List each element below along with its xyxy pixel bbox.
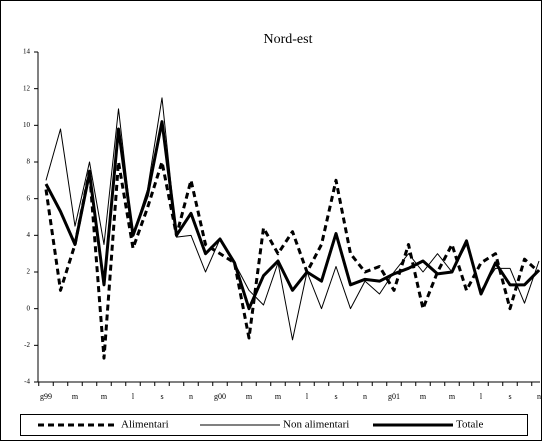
x-tick-label: m <box>449 392 456 401</box>
x-tick-label: g01 <box>388 392 400 401</box>
y-tick-label: 12 <box>23 84 31 92</box>
y-tick-label: 14 <box>23 48 31 56</box>
x-tick-label: m <box>101 392 108 401</box>
y-tick-label: -2 <box>24 341 30 349</box>
x-tick-label: l <box>480 392 483 401</box>
x-tick-label: s <box>334 392 337 401</box>
x-tick-label: m <box>420 392 427 401</box>
x-tick-label: m <box>275 392 282 401</box>
x-tick-label: g00 <box>214 392 226 401</box>
x-tick-label: g99 <box>40 392 52 401</box>
legend-label: Non alimentari <box>283 419 349 431</box>
y-tick-label: 10 <box>23 121 31 129</box>
y-tick-label: 4 <box>27 231 31 239</box>
x-tick-label: m <box>246 392 253 401</box>
x-tick-label: n <box>189 392 193 401</box>
y-tick-label: 2 <box>27 268 31 276</box>
y-tick-label: 8 <box>27 158 31 166</box>
legend-label: Totale <box>456 419 483 431</box>
x-tick-label: s <box>508 392 511 401</box>
x-tick-label: n <box>537 392 541 401</box>
x-tick-label: m <box>72 392 79 401</box>
y-tick-label: 0 <box>27 304 31 312</box>
x-tick-label: l <box>132 392 135 401</box>
x-tick-label: l <box>306 392 309 401</box>
series-line <box>44 120 541 311</box>
x-tick-label: n <box>363 392 367 401</box>
y-tick-label: -4 <box>24 378 30 386</box>
x-tick-label: s <box>160 392 163 401</box>
legend-label: Alimentari <box>121 419 169 431</box>
y-tick-label: 6 <box>27 194 31 202</box>
chart-title: Nord-est <box>264 32 313 47</box>
